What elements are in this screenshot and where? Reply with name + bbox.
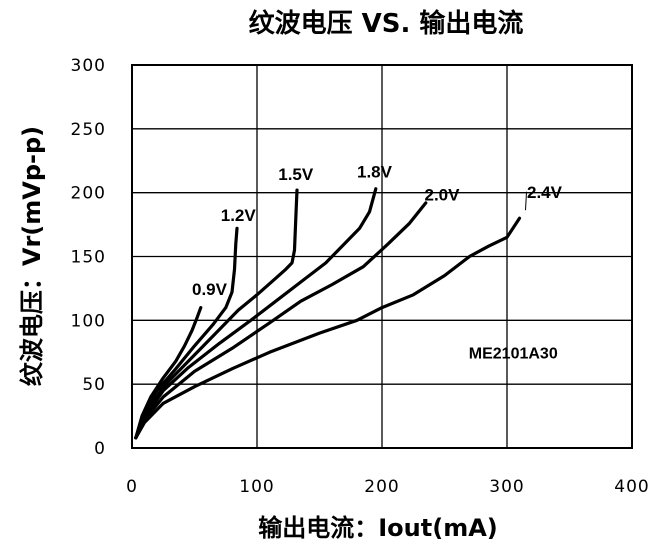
y-tick-label: 150 [71,248,106,268]
series-label: 1.2V [221,206,257,225]
y-tick-label: 100 [71,311,106,331]
series-label: 1.5V [278,165,314,184]
model-annotation: ME2101A30 [469,346,558,363]
series-label: 1.8V [357,162,393,181]
x-axis-label: 输出电流：Iout(mA) [258,514,498,542]
x-tick-label: 0 [126,477,138,497]
grid [132,65,632,448]
series-label: 2.0V [425,185,461,204]
chart-title: 纹波电压 VS. 输出电流 [249,8,524,39]
x-tick-label: 100 [239,477,274,497]
y-tick-label: 300 [71,56,106,76]
series-line-1-8v [134,187,378,440]
series-label: 0.9V [192,280,228,299]
x-tick-label: 400 [614,477,649,497]
series-line-2-0v [134,201,428,440]
x-tick-label: 200 [364,477,399,497]
series-label: 2.4V [527,183,563,202]
y-tick-label: 250 [71,120,106,140]
y-axis-label: 纹波电压：Vr(mVp-p) [18,126,46,386]
series-labels: 0.9V 1.2V 1.5V 1.8V 2.0V 2.4V [192,162,563,298]
label-leader-line [525,191,527,211]
y-tick-label: 200 [71,184,106,204]
series-line-2-4v [134,216,522,440]
plot-area-frame [131,64,633,449]
x-tick-label: 300 [489,477,524,497]
series-line-1-2v [134,226,239,440]
series-lines [134,187,522,440]
y-tick-label: 50 [82,375,106,395]
tick-labels: 0 100 200 300 400 0 50 100 150 200 250 300 [71,56,649,497]
series-line-1-5v [134,188,299,440]
y-tick-label: 0 [94,439,106,459]
